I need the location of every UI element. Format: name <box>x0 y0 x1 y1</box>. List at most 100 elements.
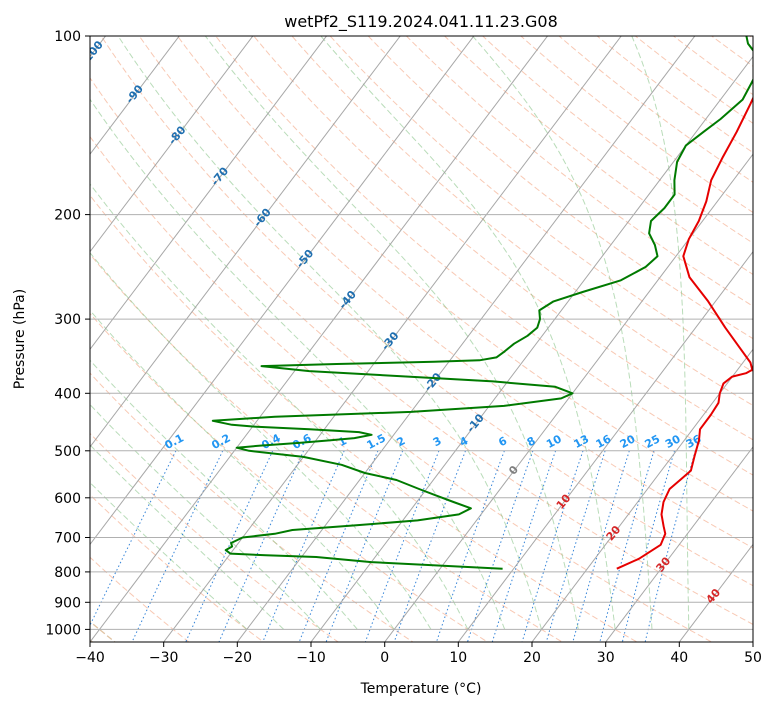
background-lines <box>90 36 753 642</box>
mixing-ratio-line <box>131 450 224 642</box>
mixing-ratio-line <box>298 450 379 642</box>
dry-adiabat <box>291 36 753 407</box>
dry-adiabat <box>634 36 753 124</box>
x-axis-label: Temperature (°C) <box>360 681 482 697</box>
y-tick-label: 1000 <box>45 622 81 638</box>
mixing-ratio-line <box>218 450 305 642</box>
y-tick-label: 600 <box>54 491 81 507</box>
dry-adiabat <box>100 36 753 587</box>
isotherm-label: 0 <box>506 463 521 477</box>
y-tick-label: 200 <box>54 208 81 224</box>
mixing-ratio-line <box>621 450 675 642</box>
dry-adiabat <box>90 372 414 642</box>
dry-adiabat <box>367 36 753 340</box>
x-tick-label: −40 <box>75 650 105 666</box>
y-tick-label: 100 <box>54 29 81 45</box>
dry-adiabat <box>176 36 753 512</box>
x-tick-label: 10 <box>449 650 467 666</box>
dry-adiabat <box>329 36 753 373</box>
moist-adiabat <box>90 183 469 630</box>
dry-adiabat <box>90 556 190 642</box>
dry-adiabat <box>90 135 713 642</box>
y-axis-label: Pressure (hPa) <box>12 289 28 389</box>
isotherm-label: -30 <box>379 329 402 353</box>
mixing-ratio-label: 13 <box>572 432 592 451</box>
moist-adiabat <box>90 98 506 630</box>
mixing-ratio-line <box>466 450 534 642</box>
x-tick-label: 40 <box>670 650 688 666</box>
isotherm-line <box>90 36 328 351</box>
mixing-ratio-line <box>325 450 404 642</box>
isotherm-line <box>457 250 753 642</box>
moist-adiabat <box>204 36 579 630</box>
isotherm-label: -90 <box>123 82 146 106</box>
y-tick-label: 500 <box>54 444 81 460</box>
mixing-ratio-line <box>393 450 466 642</box>
isotherm-label: -100 <box>78 38 106 68</box>
isotherm-label: 40 <box>703 586 723 606</box>
isotherm-line <box>236 36 696 642</box>
isotherm-line <box>90 36 475 546</box>
dry-adiabat <box>481 36 753 244</box>
y-tick-label: 700 <box>54 531 81 547</box>
isotherm-label: -70 <box>208 164 231 188</box>
dry-adiabat <box>90 77 753 625</box>
mixing-ratio-label: 30 <box>663 432 683 451</box>
mixing-ratio-line <box>572 450 630 642</box>
mixing-ratio-label: 1 <box>336 434 349 449</box>
moist-adiabat <box>90 359 358 630</box>
mixing-ratio-label: 0.4 <box>259 431 283 452</box>
isotherm-line <box>384 153 753 642</box>
moist-adiabat <box>90 309 395 630</box>
y-tick-label: 900 <box>54 595 81 611</box>
x-tick-label: 50 <box>744 650 762 666</box>
mixing-ratio-line <box>364 450 440 642</box>
dry-adiabat <box>90 312 489 642</box>
dry-adiabat <box>443 36 753 276</box>
dry-adiabat <box>520 36 753 214</box>
y-axis: 100 200 300 400 500 600 700 800 900 1000 <box>45 29 90 638</box>
mixing-ratio-label: 2 <box>395 434 408 449</box>
isotherm-line <box>678 543 753 642</box>
isotherm-label: -80 <box>166 123 189 147</box>
dry-adiabat <box>90 253 564 642</box>
plot-frame <box>89 35 754 643</box>
mixing-ratio-label: 6 <box>496 434 509 449</box>
dry-adiabat <box>90 432 340 642</box>
dry-adiabat <box>90 494 265 642</box>
x-tick-label: −20 <box>223 650 253 666</box>
dry-adiabat <box>215 36 753 476</box>
moist-adiabat <box>90 403 321 630</box>
mixing-ratio-label: 4 <box>457 434 470 449</box>
dry-adiabat <box>253 36 753 441</box>
y-tick-label: 800 <box>54 565 81 581</box>
mixing-ratio-label: 16 <box>594 432 614 451</box>
temperature-profile-line <box>616 96 753 570</box>
x-tick-label: 30 <box>597 650 615 666</box>
chart-title: wetPf2_S119.2024.041.11.23.G08 <box>284 12 558 32</box>
isotherm-line <box>90 36 180 156</box>
isotherm-line <box>90 36 254 253</box>
mixing-ratio-label: 0.1 <box>163 431 186 452</box>
isotherm-line <box>310 55 753 642</box>
isotherm-label: -40 <box>336 288 359 312</box>
x-tick-label: −30 <box>149 650 179 666</box>
isotherm-line <box>531 348 753 642</box>
dewpoint-profile-line <box>211 36 753 570</box>
mixing-ratio-line <box>435 450 505 642</box>
dry-adiabat <box>672 36 753 96</box>
mixing-ratio-label: 20 <box>618 432 638 451</box>
y-tick-label: 400 <box>54 386 81 402</box>
pressure-grid <box>90 36 753 630</box>
isotherm-label: -60 <box>251 206 274 230</box>
x-tick-label: 0 <box>380 650 389 666</box>
isotherm-line <box>163 36 622 642</box>
mixing-ratio-label: 3 <box>431 434 444 449</box>
isotherm-label: 20 <box>604 523 624 543</box>
mixing-ratio-label: 10 <box>544 432 564 451</box>
moist-adiabat <box>117 36 542 630</box>
x-tick-label: −10 <box>296 650 326 666</box>
moist-adiabat <box>90 251 432 630</box>
moist-adiabat <box>631 36 690 630</box>
